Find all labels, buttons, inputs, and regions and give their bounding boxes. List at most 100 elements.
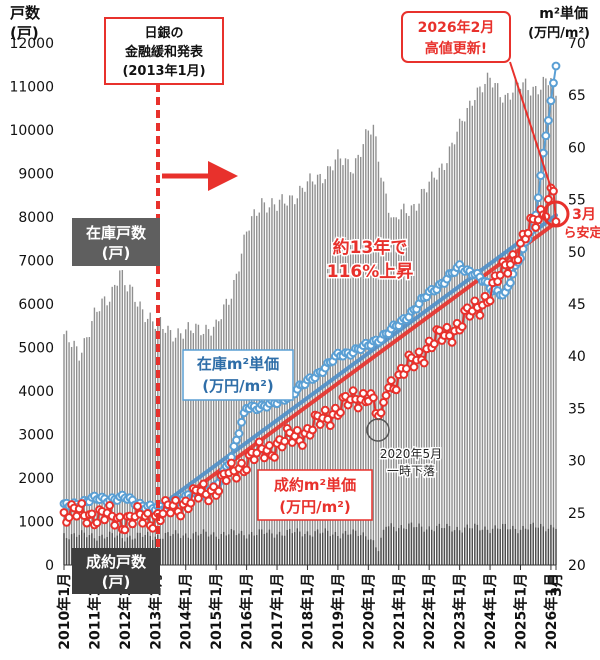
- contracted-units-bar: [192, 533, 195, 565]
- contracted-units-bar: [294, 532, 296, 565]
- contracted-units-bar: [179, 538, 182, 565]
- inventory-price-point: [549, 78, 558, 88]
- contracted-price-point: [92, 518, 102, 528]
- march-circle: [542, 200, 570, 228]
- inventory-units-bar: [469, 100, 471, 566]
- inventory-price-label-box: [182, 349, 294, 401]
- inventory-units-bar: [228, 304, 230, 565]
- contracted-units-bar: [354, 530, 357, 565]
- x-axis-tick-label: 2026年1月: [543, 573, 560, 650]
- contracted-units-bar: [448, 526, 451, 565]
- x-axis-tick-label: 2025年1月: [512, 573, 529, 650]
- x-axis-tick-label: 2014年1月: [178, 573, 195, 650]
- contracted-units-bar: [223, 531, 225, 565]
- x-axis-tick-label: 2022年1月: [421, 573, 438, 650]
- contracted-units-bar: [68, 539, 70, 565]
- inventory-units-bar: [425, 192, 428, 565]
- contracted-price-point: [204, 496, 213, 506]
- contracted-units-bar: [390, 523, 392, 565]
- contracted-units-label-line2: (戸): [102, 573, 131, 591]
- inventory-units-bar: [177, 328, 179, 565]
- march-text-line1: 3月: [572, 207, 596, 223]
- inventory-units-bar: [408, 215, 410, 566]
- contracted-price-point: [143, 508, 153, 518]
- contracted-units-bar: [63, 533, 65, 565]
- inventory-units-bar: [382, 181, 385, 565]
- inventory-units-bar: [476, 87, 479, 566]
- inventory-units-bar: [474, 100, 476, 565]
- right-axis-tick-label: 55: [568, 193, 586, 209]
- inventory-units-bar: [494, 83, 496, 566]
- contracted-units-bar: [403, 528, 405, 565]
- right-axis-tick-label: 45: [568, 297, 586, 313]
- right-axis-tick-label: 60: [568, 140, 586, 156]
- contracted-units-bar: [398, 528, 400, 565]
- contracted-units-bar: [464, 527, 466, 565]
- contracted-price-point: [401, 364, 411, 374]
- contracted-units-bar: [524, 528, 527, 565]
- contracted-units-bar: [202, 529, 205, 565]
- inventory-units-bar: [141, 309, 144, 565]
- left-axis-tick-label: 7000: [18, 254, 54, 270]
- inventory-units-bar: [223, 304, 225, 565]
- inventory-units-bar: [339, 158, 342, 565]
- inventory-units-bar: [174, 337, 177, 565]
- x-axis-tick-label: 2023年1月: [452, 573, 469, 650]
- contracted-units-bar: [337, 536, 339, 565]
- inventory-units-bar: [433, 177, 435, 565]
- left-axis-tick-label: 5000: [18, 341, 54, 357]
- contracted-units-bar: [329, 536, 331, 565]
- inventory-units-bar: [159, 316, 162, 565]
- contracted-units-bar: [228, 534, 230, 565]
- contracted-units-bar: [504, 523, 506, 565]
- contracted-units-bar: [332, 534, 334, 565]
- dip-text-line1: 2020年5月: [380, 447, 442, 461]
- contracted-price-point: [138, 518, 148, 528]
- x-axis-tick-label: 2018年1月: [299, 573, 316, 650]
- inventory-units-bar: [509, 99, 512, 565]
- rise-text-line1: 約13年で: [333, 237, 408, 258]
- inventory-units-bar: [436, 179, 438, 565]
- contracted-price-point: [171, 495, 180, 505]
- contracted-units-bar: [469, 528, 471, 565]
- contracted-units-bar: [517, 533, 519, 565]
- inventory-units-bar: [126, 291, 129, 565]
- contracted-price-point: [166, 508, 175, 518]
- contracted-units-bar: [370, 539, 372, 565]
- inventory-units-bar: [68, 342, 70, 565]
- x-axis-tick-label: 3月: [549, 573, 565, 597]
- x-axis-tick-label: 2020年1月: [360, 573, 377, 650]
- contracted-price-point: [77, 499, 87, 508]
- contracted-units-bar: [443, 528, 446, 565]
- inventory-units-bar: [169, 330, 172, 565]
- inventory-units-bar: [238, 271, 240, 565]
- boj-text-line3: (2013年1月): [122, 63, 205, 79]
- inventory-units-bar: [420, 189, 423, 566]
- contracted-units-bar: [238, 533, 240, 565]
- contracted-units-bar: [489, 533, 491, 565]
- inventory-units-bar: [81, 352, 83, 565]
- contracted-price-point: [308, 425, 317, 435]
- inventory-units-bar: [550, 77, 552, 566]
- high-box: [401, 11, 511, 63]
- contracted-units-bar: [164, 532, 167, 565]
- contracted-units-bar: [377, 551, 380, 565]
- contracted-price-point: [434, 326, 444, 335]
- contracted-price-point: [523, 228, 533, 238]
- boj-text-line1: 日銀の: [144, 25, 183, 41]
- inventory-units-bar: [225, 298, 228, 565]
- contracted-units-bar: [256, 535, 258, 565]
- contracted-units-bar: [266, 532, 268, 565]
- inventory-units-bar: [93, 307, 96, 565]
- inventory-units-bar: [152, 321, 154, 565]
- inventory-price-label-line2: (万円/m²): [202, 377, 273, 395]
- inventory-units-bar: [519, 88, 522, 565]
- contracted-units-bar: [263, 533, 266, 565]
- inventory-units-bar: [124, 285, 126, 565]
- contracted-units-bar: [451, 531, 453, 565]
- march-text-line2: ら安定: [563, 225, 600, 241]
- contracted-price-point: [348, 386, 358, 396]
- contracted-units-bar: [456, 526, 458, 565]
- contracted-units-bar: [235, 535, 238, 565]
